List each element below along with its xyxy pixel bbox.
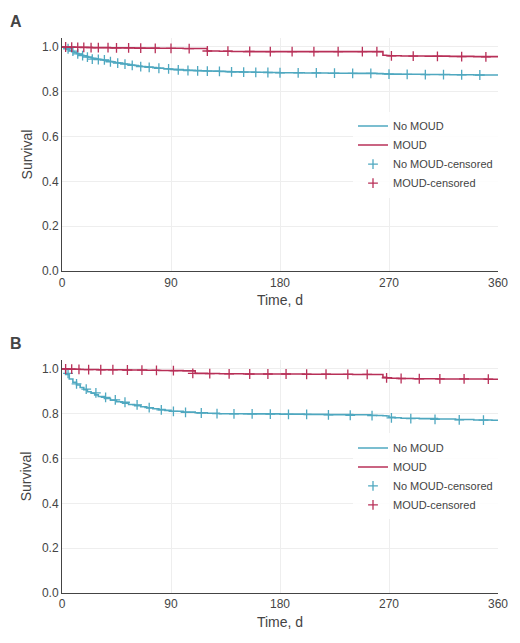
svg-text:MOUD-censored: MOUD-censored: [393, 499, 476, 511]
svg-text:180: 180: [270, 276, 290, 290]
svg-text:90: 90: [164, 597, 178, 611]
svg-text:0: 0: [59, 276, 66, 290]
svg-text:A: A: [10, 13, 22, 30]
svg-text:No MOUD-censored: No MOUD-censored: [393, 480, 493, 492]
svg-text:0: 0: [59, 597, 66, 611]
svg-text:1.0: 1.0: [42, 40, 59, 54]
svg-text:0.4: 0.4: [42, 497, 59, 511]
svg-text:MOUD-censored: MOUD-censored: [393, 177, 476, 189]
svg-text:No MOUD: No MOUD: [393, 120, 444, 132]
svg-text:Survival: Survival: [19, 130, 35, 180]
svg-text:No MOUD: No MOUD: [393, 442, 444, 454]
svg-text:MOUD: MOUD: [393, 139, 427, 151]
svg-text:360: 360: [488, 276, 508, 290]
svg-text:0.6: 0.6: [42, 452, 59, 466]
svg-text:270: 270: [379, 276, 399, 290]
svg-text:0.6: 0.6: [42, 130, 59, 144]
svg-text:No MOUD-censored: No MOUD-censored: [393, 158, 493, 170]
svg-text:1.0: 1.0: [42, 362, 59, 376]
svg-text:0.2: 0.2: [42, 541, 59, 555]
svg-text:90: 90: [164, 276, 178, 290]
svg-text:360: 360: [488, 597, 508, 611]
svg-text:0.0: 0.0: [42, 586, 59, 600]
svg-text:270: 270: [379, 597, 399, 611]
svg-text:0.8: 0.8: [42, 85, 59, 99]
svg-text:Survival: Survival: [19, 452, 35, 502]
svg-text:MOUD: MOUD: [393, 461, 427, 473]
svg-text:0.4: 0.4: [42, 175, 59, 189]
svg-text:Time, d: Time, d: [257, 292, 303, 308]
svg-text:0.2: 0.2: [42, 219, 59, 233]
svg-text:Time, d: Time, d: [257, 614, 303, 630]
svg-text:180: 180: [270, 597, 290, 611]
svg-text:B: B: [10, 335, 22, 352]
svg-text:0.0: 0.0: [42, 264, 59, 278]
svg-text:0.8: 0.8: [42, 407, 59, 421]
